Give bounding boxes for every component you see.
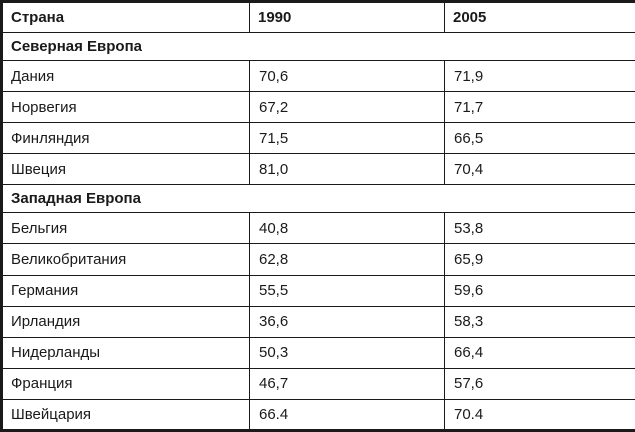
value-1990-cell: 71,5 [249, 122, 445, 155]
country-name-cell: Норвегия [1, 91, 250, 124]
table-row-germany: Германия 55,5 59,6 [1, 274, 635, 307]
section-row-western-europe: Западная Европа [1, 184, 635, 214]
country-name-cell: Бельгия [1, 212, 250, 245]
value-2005-cell: 53,8 [444, 212, 635, 245]
value-1990-cell: 46,7 [249, 367, 445, 400]
value-1990-cell: 40,8 [249, 212, 445, 245]
country-name-cell: Финляндия [1, 122, 250, 155]
value-2005-cell: 65,9 [444, 243, 635, 276]
table-row-belgium: Бельгия 40,8 53,8 [1, 212, 635, 245]
table-row-france: Франция 46,7 57,6 [1, 367, 635, 400]
value-1990-cell: 70,6 [249, 59, 445, 93]
value-2005-cell: 57,6 [444, 367, 635, 400]
value-1990-cell: 55,5 [249, 274, 445, 307]
table-header-row: Страна 1990 2005 [1, 1, 635, 33]
value-1990-cell: 66.4 [249, 398, 445, 432]
value-1990-cell: 36,6 [249, 305, 445, 338]
table-row-denmark: Дания 70,6 71,9 [1, 59, 635, 93]
country-name-cell: Нидерланды [1, 336, 250, 369]
country-name-cell: Ирландия [1, 305, 250, 338]
value-2005-cell: 70,4 [444, 153, 635, 186]
country-name-cell: Швеция [1, 153, 250, 186]
table-row-ireland: Ирландия 36,6 58,3 [1, 305, 635, 338]
value-2005-cell: 71,9 [444, 59, 635, 93]
table-row-uk: Великобритания 62,8 65,9 [1, 243, 635, 276]
column-header-2005: 2005 [444, 1, 635, 33]
section-title-northern-europe: Северная Европа [1, 32, 635, 61]
table-row-netherlands: Нидерланды 50,3 66,4 [1, 336, 635, 369]
section-row-northern-europe: Северная Европа [1, 32, 635, 61]
value-1990-cell: 50,3 [249, 336, 445, 369]
country-name-cell: Германия [1, 274, 250, 307]
value-2005-cell: 66,5 [444, 122, 635, 155]
table-row-sweden: Швеция 81,0 70,4 [1, 153, 635, 186]
value-2005-cell: 66,4 [444, 336, 635, 369]
column-header-country: Страна [1, 1, 250, 33]
table-row-norway: Норвегия 67,2 71,7 [1, 91, 635, 124]
value-1990-cell: 81,0 [249, 153, 445, 186]
table-row-switzerland: Швейцария 66.4 70.4 [1, 398, 635, 432]
country-name-cell: Швейцария [1, 398, 250, 432]
value-2005-cell: 70.4 [444, 398, 635, 432]
country-name-cell: Великобритания [1, 243, 250, 276]
column-header-1990: 1990 [249, 1, 445, 33]
section-title-western-europe: Западная Европа [1, 184, 635, 214]
value-1990-cell: 67,2 [249, 91, 445, 124]
value-2005-cell: 58,3 [444, 305, 635, 338]
value-1990-cell: 62,8 [249, 243, 445, 276]
value-2005-cell: 71,7 [444, 91, 635, 124]
country-name-cell: Франция [1, 367, 250, 400]
country-name-cell: Дания [1, 59, 250, 93]
table-row-finland: Финляндия 71,5 66,5 [1, 122, 635, 155]
value-2005-cell: 59,6 [444, 274, 635, 307]
